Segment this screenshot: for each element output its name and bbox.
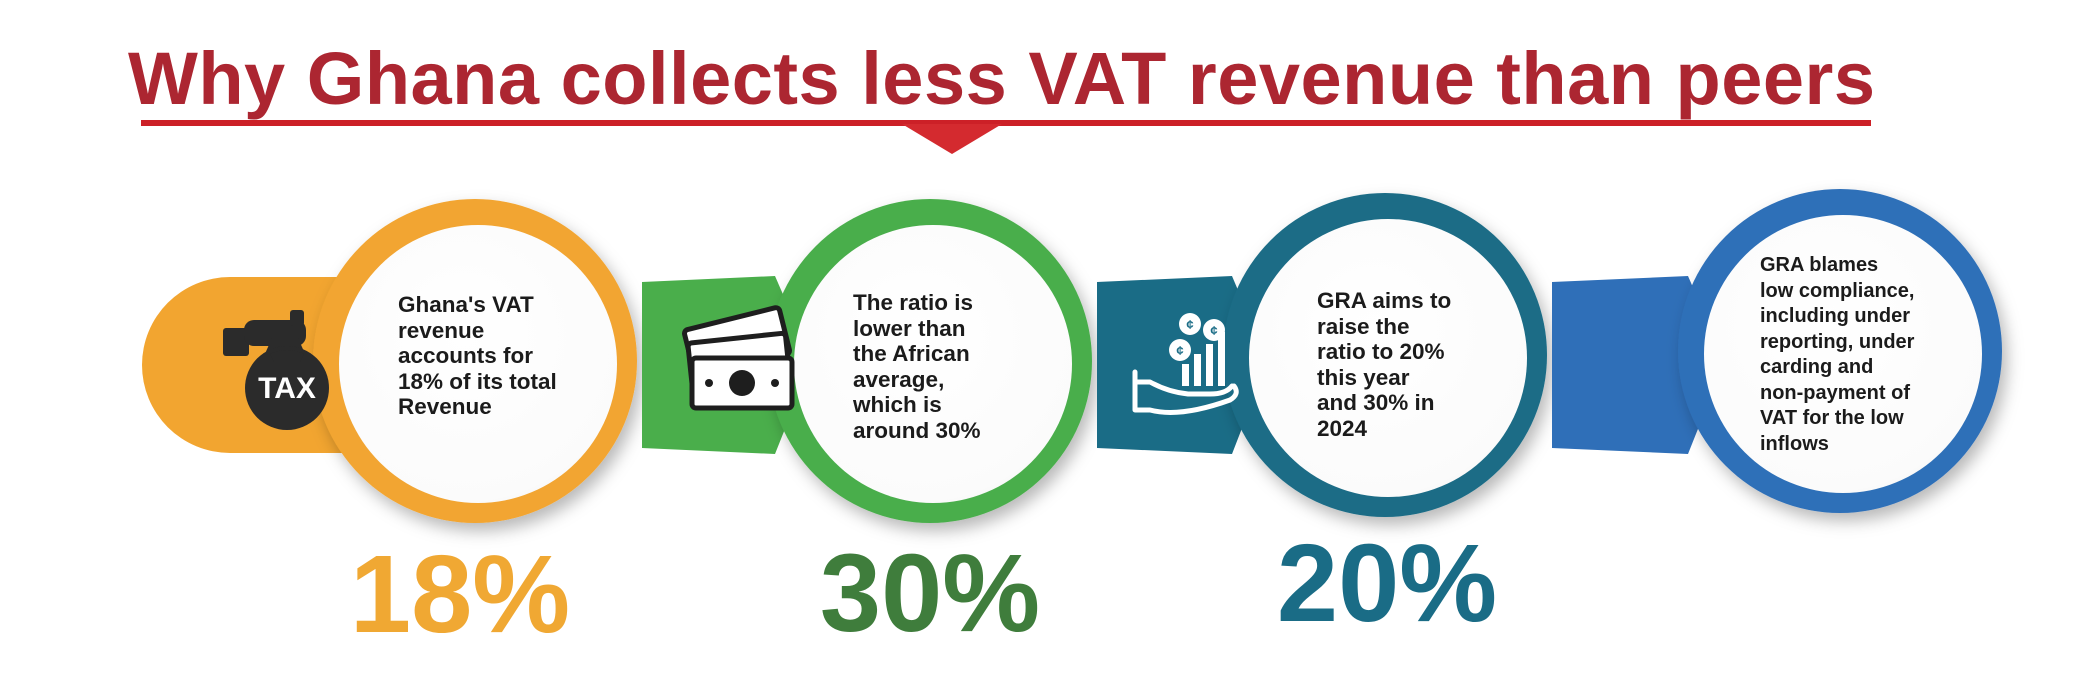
coin-symbols: ¢ ¢ ¢ bbox=[1176, 317, 1217, 358]
step-3: ¢ ¢ ¢ bbox=[1097, 193, 1547, 517]
step-2 bbox=[642, 199, 1092, 523]
step-1-text: Ghana's VAT revenue accounts for 18% of … bbox=[398, 292, 557, 419]
banknotes-icon bbox=[681, 305, 795, 411]
step-1-value: 18% bbox=[349, 533, 571, 656]
step-1: TAX bbox=[142, 199, 637, 523]
step-3-value: 20% bbox=[1276, 522, 1498, 645]
tax-bag-icon bbox=[223, 310, 329, 430]
step-4-disc bbox=[1704, 215, 1982, 493]
step-2-text: The ratio is lower than the African aver… bbox=[853, 290, 981, 443]
svg-text:¢: ¢ bbox=[1176, 343, 1183, 358]
step-4 bbox=[1552, 189, 2002, 513]
step-2-disc bbox=[794, 225, 1072, 503]
tax-bag-label: TAX bbox=[258, 372, 316, 405]
title-pointer bbox=[902, 124, 1002, 154]
step-3-text: GRA aims to raise the ratio to 20% this … bbox=[1317, 288, 1452, 441]
hand-coins-chart-icon bbox=[1132, 313, 1239, 415]
page-title: Why Ghana collects less VAT revenue than… bbox=[128, 37, 1876, 120]
step-1-disc bbox=[339, 225, 617, 503]
step-3-disc bbox=[1249, 219, 1527, 497]
svg-text:¢: ¢ bbox=[1186, 317, 1193, 332]
step-4-text: GRA blames low compliance, including und… bbox=[1760, 254, 1915, 455]
title-underline bbox=[141, 120, 1871, 126]
svg-text:¢: ¢ bbox=[1210, 323, 1217, 338]
step-2-value: 30% bbox=[819, 532, 1041, 655]
